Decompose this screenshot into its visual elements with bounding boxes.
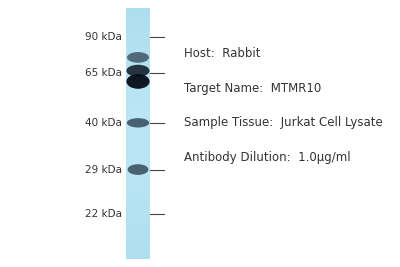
Text: 40 kDa: 40 kDa xyxy=(85,118,122,128)
Ellipse shape xyxy=(128,164,148,175)
Text: Host:  Rabbit: Host: Rabbit xyxy=(184,47,260,60)
Text: 29 kDa: 29 kDa xyxy=(85,164,122,175)
Ellipse shape xyxy=(126,74,150,89)
Ellipse shape xyxy=(126,65,150,77)
Text: 22 kDa: 22 kDa xyxy=(85,209,122,219)
Text: 65 kDa: 65 kDa xyxy=(85,68,122,78)
Ellipse shape xyxy=(127,118,149,128)
Text: Sample Tissue:  Jurkat Cell Lysate: Sample Tissue: Jurkat Cell Lysate xyxy=(184,116,383,129)
Text: 90 kDa: 90 kDa xyxy=(85,32,122,42)
Text: Target Name:  MTMR10: Target Name: MTMR10 xyxy=(184,82,321,95)
Ellipse shape xyxy=(127,52,149,63)
Text: Antibody Dilution:  1.0μg/ml: Antibody Dilution: 1.0μg/ml xyxy=(184,151,351,164)
